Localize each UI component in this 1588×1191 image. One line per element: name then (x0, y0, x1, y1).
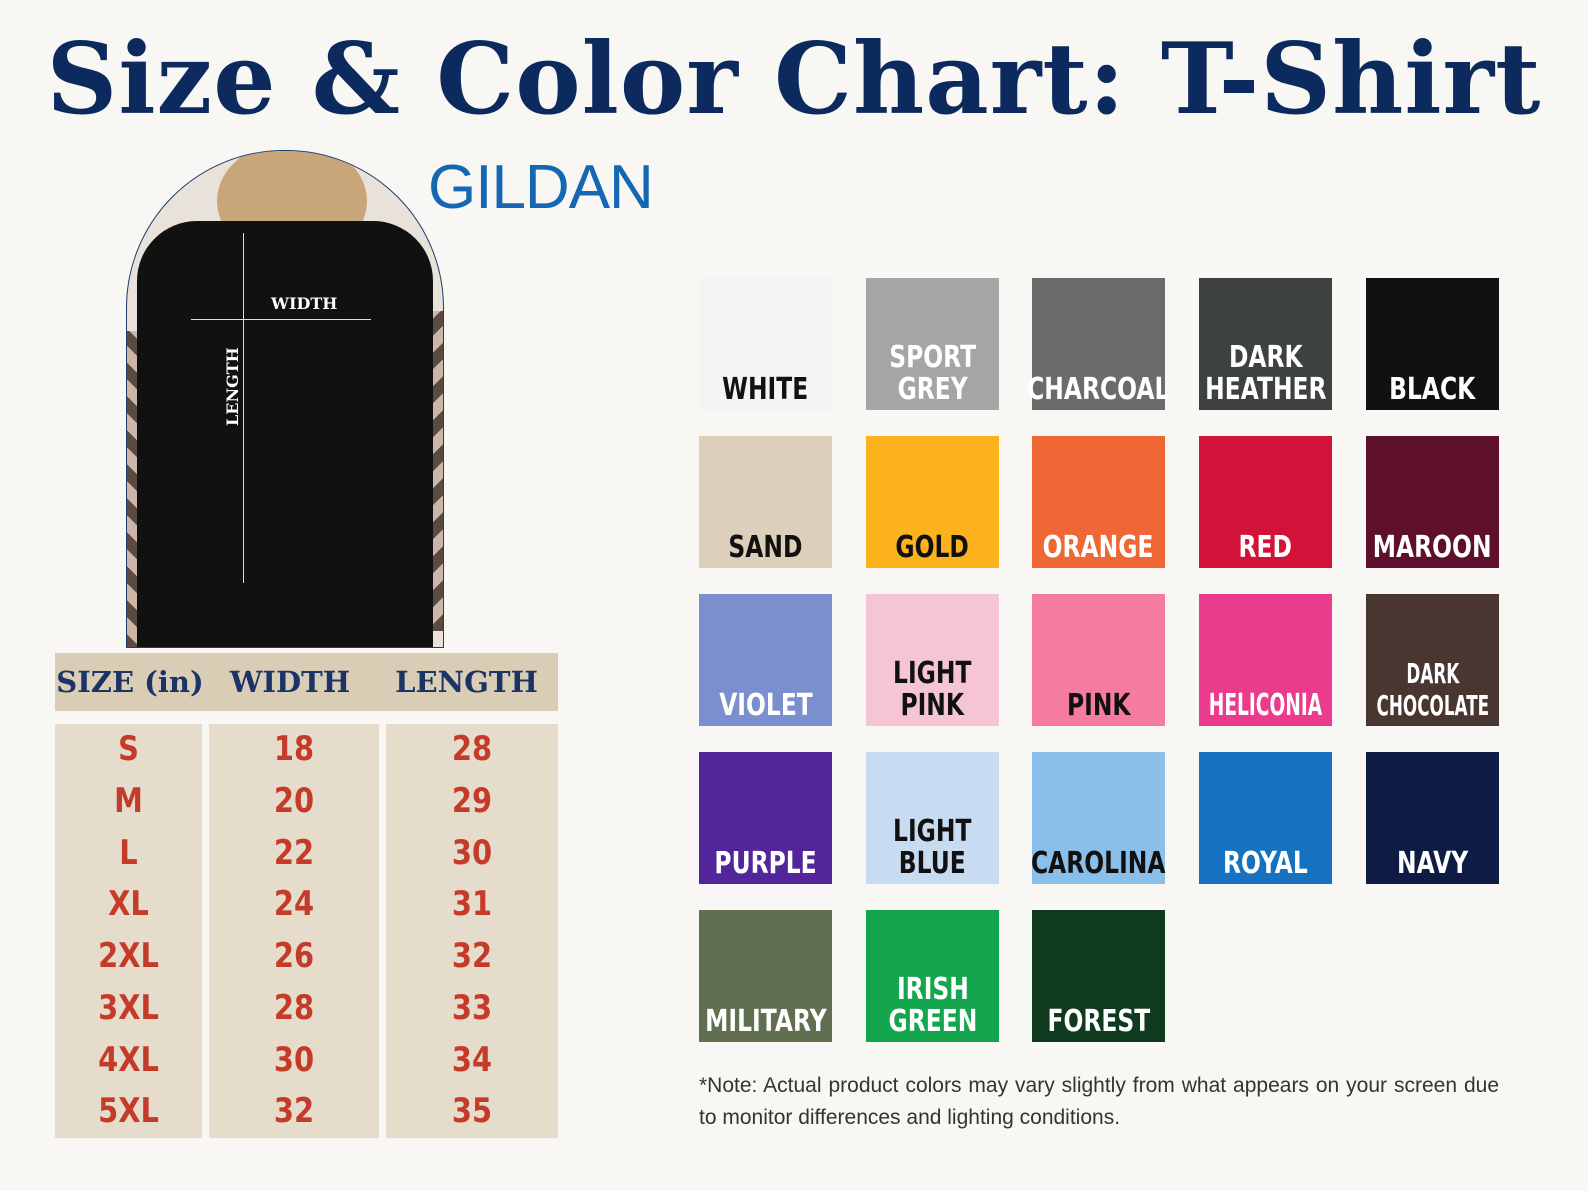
length-cell: 29 (451, 780, 493, 821)
color-name: LIGHT PINK (893, 656, 972, 723)
color-swatch-maroon: MAROON (1366, 436, 1499, 568)
color-swatch-irish-green: IRISH GREEN (866, 910, 999, 1042)
color-swatch-light-blue: LIGHT BLUE (866, 752, 999, 884)
header-width: WIDTH (229, 665, 351, 699)
width-cell: 18 (273, 729, 315, 769)
width-arrow (191, 319, 371, 320)
color-swatch-navy: NAVY (1366, 752, 1499, 884)
width-cell: 32 (273, 1091, 315, 1132)
color-name: PURPLE (714, 846, 817, 881)
color-swatch-light-pink: LIGHT PINK (866, 594, 999, 726)
size-column: S M L XL 2XL 3XL 4XL 5XL (55, 724, 202, 1138)
color-swatch-orange: ORANGE (1032, 436, 1165, 568)
color-name: FOREST (1047, 1004, 1150, 1039)
color-name: ORANGE (1043, 530, 1154, 565)
color-name: VIOLET (718, 688, 813, 723)
color-swatch-military: MILITARY (699, 910, 832, 1042)
color-name: MILITARY (704, 1004, 827, 1039)
color-name: CAROLINA (1031, 846, 1166, 881)
color-name: IRISH GREEN (888, 972, 977, 1039)
color-swatch-black: BLACK (1366, 278, 1499, 410)
color-name: BLACK (1389, 372, 1476, 407)
width-cell: 24 (273, 884, 315, 925)
length-cell: 35 (451, 1091, 493, 1132)
length-arrow (243, 233, 244, 583)
length-cell: 28 (451, 729, 493, 769)
length-label: LENGTH (223, 347, 242, 426)
color-note: *Note: Actual product colors may vary sl… (699, 1074, 1499, 1129)
color-swatch-violet: VIOLET (699, 594, 832, 726)
width-cell: 30 (273, 1039, 315, 1080)
width-cell: 26 (273, 936, 315, 976)
length-cell: 30 (451, 832, 493, 873)
size-table-header: SIZE (in) WIDTH LENGTH (55, 653, 558, 711)
color-name: DARK CHOCOLATE (1376, 657, 1489, 722)
color-name: ROYAL (1223, 846, 1308, 881)
color-name: HELICONIA (1208, 688, 1323, 723)
color-name: PINK (1066, 688, 1131, 723)
color-name: LIGHT BLUE (893, 814, 972, 881)
color-swatch-carolina: CAROLINA (1031, 752, 1166, 884)
color-swatch-gold: GOLD (866, 436, 999, 568)
width-label: WIDTH (271, 294, 338, 313)
size-cell: 5XL (98, 1091, 159, 1132)
header-length: LENGTH (395, 665, 538, 699)
color-swatch-dark-heather: DARK HEATHER (1199, 278, 1332, 410)
size-cell: 3XL (98, 987, 159, 1028)
color-swatch-pink: PINK (1032, 594, 1165, 726)
size-cell: XL (108, 884, 149, 925)
color-swatch-purple: PURPLE (699, 752, 832, 884)
color-name: GOLD (895, 530, 970, 565)
length-column: 28 29 30 31 32 33 34 35 (386, 724, 558, 1138)
color-swatch-sport-grey: SPORT GREY (866, 278, 999, 410)
color-name: MAROON (1373, 530, 1492, 565)
size-cell: M (114, 780, 143, 821)
color-name: SAND (728, 530, 803, 565)
color-swatch-charcoal: CHARCOAL (1027, 278, 1170, 410)
size-cell: 2XL (98, 936, 159, 976)
size-cell: L (119, 832, 138, 873)
color-name: DARK HEATHER (1204, 340, 1327, 407)
color-swatch-royal: ROYAL (1199, 752, 1332, 884)
black-tshirt (137, 221, 433, 647)
color-name: RED (1238, 530, 1293, 565)
width-column: 18 20 22 24 26 28 30 32 (209, 724, 379, 1138)
model-photo: WIDTH LENGTH (126, 150, 444, 648)
width-cell: 22 (273, 832, 315, 873)
color-swatch-forest: FOREST (1032, 910, 1165, 1042)
color-name: NAVY (1396, 846, 1469, 881)
length-cell: 33 (451, 987, 493, 1028)
length-cell: 34 (451, 1039, 493, 1080)
page-title: Size & Color Chart: T-Shirt (46, 22, 1542, 137)
color-name: CHARCOAL (1027, 372, 1170, 407)
color-name: WHITE (722, 372, 809, 407)
brand-logo: GILDAN (428, 153, 654, 222)
color-swatch-sand: SAND (699, 436, 832, 568)
color-swatch-red: RED (1199, 436, 1332, 568)
size-cell: 4XL (98, 1039, 159, 1080)
length-cell: 31 (451, 884, 493, 925)
size-cell: S (118, 729, 139, 769)
color-swatch-heliconia: HELICONIA (1199, 594, 1332, 726)
color-swatch-white: WHITE (699, 278, 832, 410)
color-swatch-dark-chocolate: DARK CHOCOLATE (1366, 594, 1499, 726)
width-cell: 20 (273, 780, 315, 821)
header-size: SIZE (in) (56, 665, 204, 699)
color-name: SPORT GREY (889, 340, 976, 407)
length-cell: 32 (451, 936, 493, 976)
width-cell: 28 (273, 987, 315, 1028)
